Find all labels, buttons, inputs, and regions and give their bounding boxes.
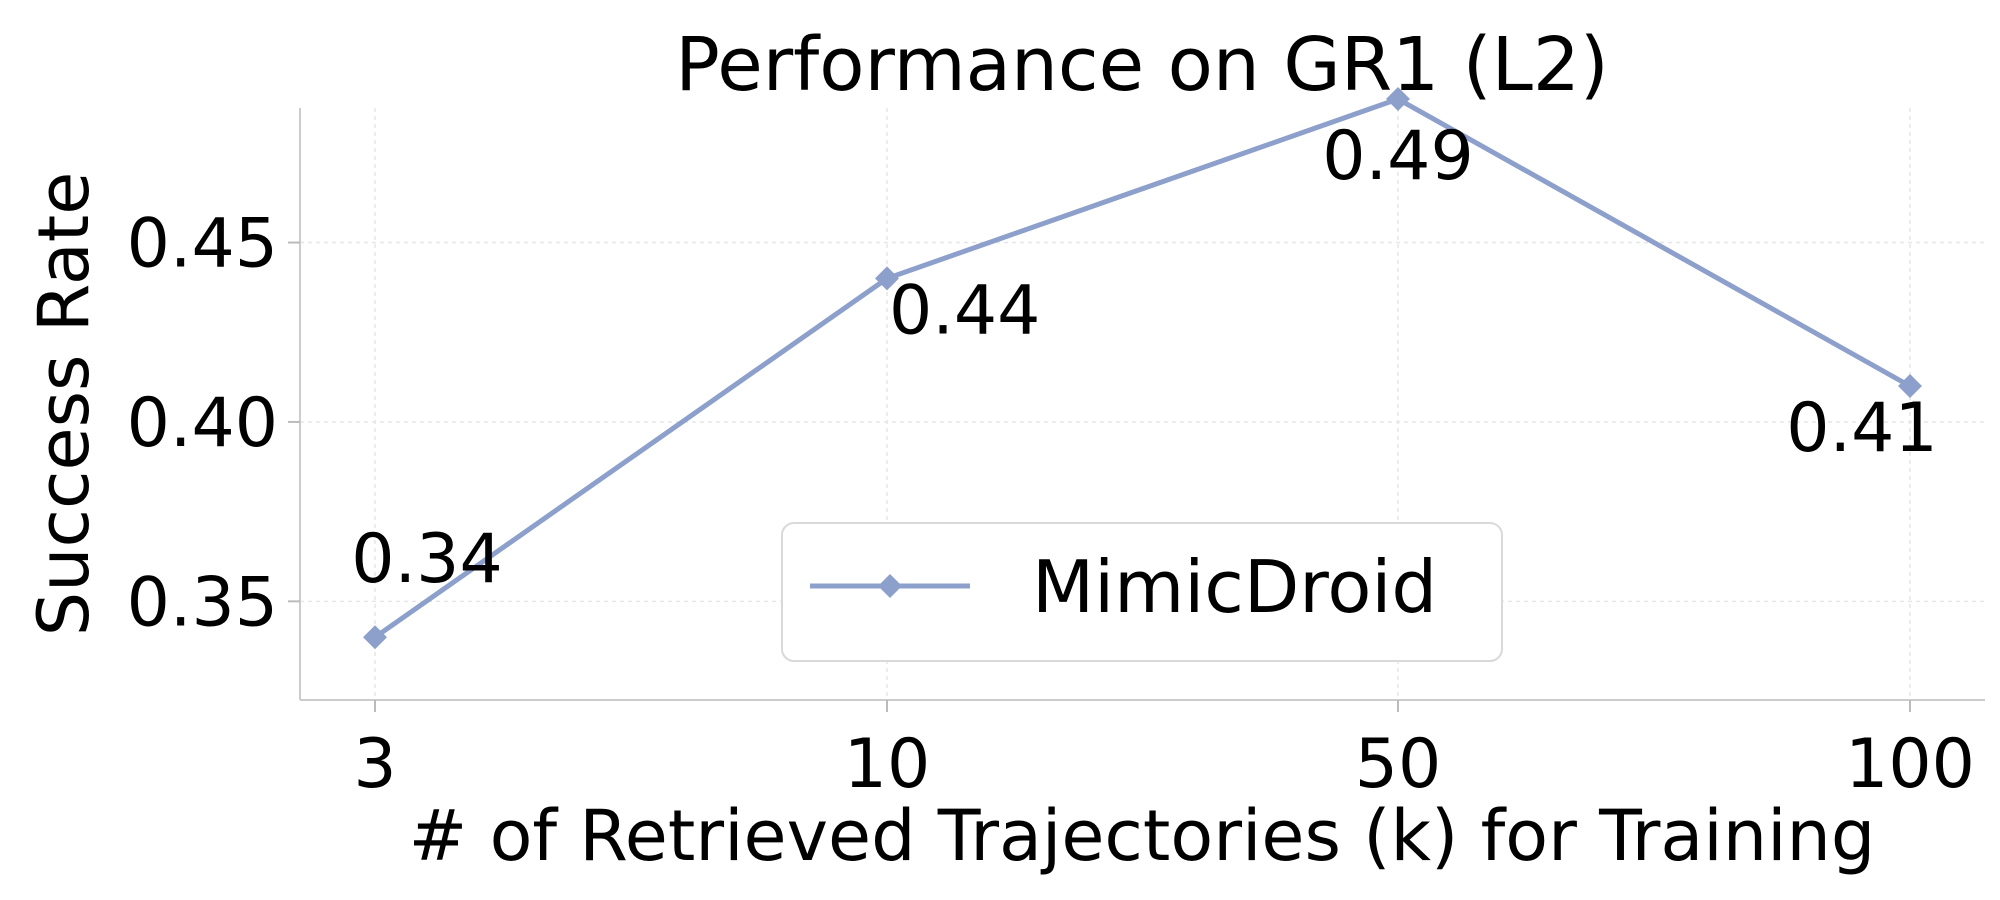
series-layer bbox=[363, 87, 1922, 650]
data-label: 0.34 bbox=[351, 520, 502, 599]
y-tick-label: 0.45 bbox=[127, 205, 278, 284]
data-label: 0.44 bbox=[889, 271, 1040, 350]
legend-entry-label: MimicDroid bbox=[1032, 545, 1437, 629]
x-tick-label: 100 bbox=[1845, 725, 1975, 804]
legend-box bbox=[781, 522, 1503, 662]
x-tick-label: 3 bbox=[353, 725, 396, 804]
x-tick-label: 10 bbox=[844, 725, 931, 804]
y-tick-label: 0.40 bbox=[127, 384, 278, 463]
x-axis-label: # of Retrieved Trajectories (k) for Trai… bbox=[409, 795, 1876, 877]
data-point-marker bbox=[1386, 87, 1410, 112]
legend: MimicDroid bbox=[781, 522, 1503, 662]
x-tick-label: 50 bbox=[1355, 725, 1442, 804]
data-point-marker bbox=[1898, 374, 1922, 399]
y-tick-label: 0.35 bbox=[127, 563, 278, 642]
data-point-marker bbox=[363, 625, 387, 650]
legend-marker-icon bbox=[878, 574, 902, 598]
series-line-mimicdroid bbox=[373, 96, 1912, 640]
data-point-marker bbox=[875, 266, 899, 291]
data-label: 0.41 bbox=[1786, 389, 1937, 468]
chart-title: Performance on GR1 (L2) bbox=[675, 22, 1609, 108]
tick-layer: 0.35 0.40 0.45 3 10 50 100 bbox=[127, 205, 1975, 804]
data-label: 0.49 bbox=[1322, 117, 1473, 196]
label-layer: 0.34 0.44 0.49 0.41 bbox=[351, 117, 1937, 599]
y-axis-label: Success Rate bbox=[23, 172, 105, 637]
